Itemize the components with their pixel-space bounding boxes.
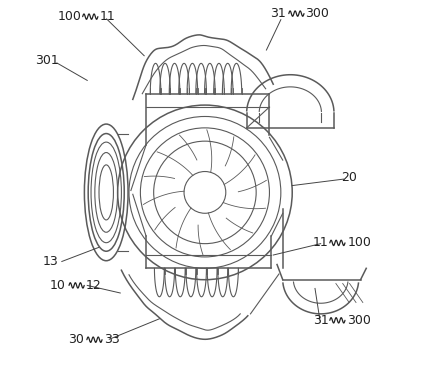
Text: 13: 13 [43, 255, 58, 268]
Text: 10: 10 [50, 279, 66, 292]
Text: 100: 100 [348, 236, 371, 250]
Text: 12: 12 [86, 279, 102, 292]
Text: 31: 31 [270, 7, 285, 20]
Text: 20: 20 [341, 171, 357, 184]
Text: 33: 33 [104, 333, 120, 346]
Text: 31: 31 [313, 314, 329, 327]
Text: 30: 30 [68, 333, 84, 346]
Text: 301: 301 [36, 54, 59, 67]
Text: 11: 11 [99, 10, 115, 23]
Text: 300: 300 [348, 314, 371, 327]
Text: 100: 100 [57, 10, 81, 23]
Text: 300: 300 [305, 7, 329, 20]
Text: 11: 11 [313, 236, 329, 250]
